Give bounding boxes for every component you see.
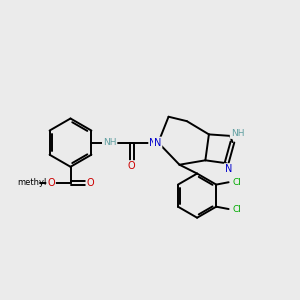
Text: Cl: Cl bbox=[232, 178, 241, 187]
Text: NH: NH bbox=[103, 138, 116, 147]
Text: N: N bbox=[154, 138, 161, 148]
Text: Cl: Cl bbox=[232, 205, 241, 214]
Text: O: O bbox=[128, 161, 136, 171]
Text: NH: NH bbox=[231, 129, 244, 138]
Text: N: N bbox=[225, 164, 232, 174]
Text: O: O bbox=[47, 178, 55, 188]
Text: N: N bbox=[149, 138, 157, 148]
Text: O: O bbox=[87, 178, 94, 188]
Text: methyl: methyl bbox=[17, 178, 46, 188]
